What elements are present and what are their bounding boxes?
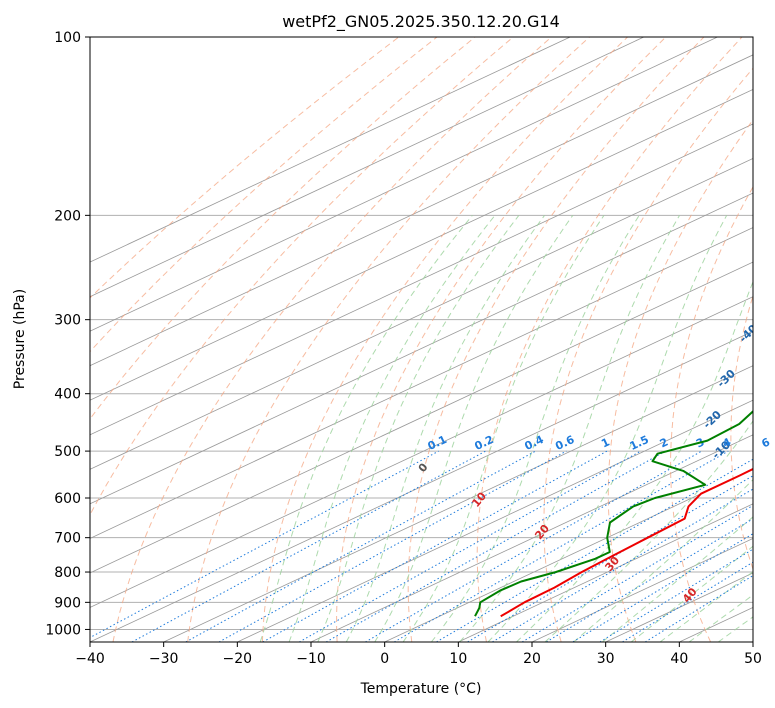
y-tick-label: 200 <box>54 208 81 224</box>
dry-adiabat-line <box>407 37 705 642</box>
y-tick-label: 800 <box>54 565 81 581</box>
isotherm-line <box>531 537 753 642</box>
moist-adiabat-line <box>374 215 574 642</box>
isotherm-line <box>90 37 718 332</box>
mixing-ratio-label: 6 <box>760 435 773 450</box>
moist-adiabat-line <box>573 478 753 642</box>
isotherm-line <box>752 641 753 642</box>
x-axis-ticks: −40 −30 −20 −10 0 10 20 30 40 50 <box>75 642 762 667</box>
background-lines <box>90 37 753 642</box>
dry-adiabat-line <box>187 37 590 642</box>
chart-title: wetPf2_GN05.2025.350.12.20.G14 <box>282 12 560 32</box>
profiles <box>474 409 753 618</box>
mixing-ratio-line <box>492 488 753 642</box>
moist-adiabat-line <box>459 215 681 642</box>
mixing-ratio-line <box>521 504 753 642</box>
isotherm-line <box>90 158 753 470</box>
mixing-ratio-line <box>599 548 753 642</box>
dry-adiabat-line <box>112 37 552 642</box>
isotherm-line <box>90 37 644 298</box>
mixing-ratio-line <box>393 450 729 642</box>
mixing-ratio-line <box>218 450 567 642</box>
isotherm-line <box>90 123 753 436</box>
y-tick-label: 1000 <box>45 622 81 638</box>
moist-adiabat-line <box>317 214 520 642</box>
isotherm-line <box>90 54 753 367</box>
isotherm-label: -50 <box>758 277 775 300</box>
moist-adiabat-line <box>402 215 605 642</box>
isotherm-line <box>237 399 753 642</box>
moist-adiabat-line <box>288 214 496 642</box>
mixing-ratio-line <box>185 450 536 642</box>
dry-adiabat-line <box>543 67 753 642</box>
y-axis-ticks: 100 200 300 400 500 600 700 800 900 1000 <box>45 30 90 638</box>
isotherm-line <box>310 434 753 642</box>
moist-adiabat-line <box>431 215 640 642</box>
mixing-ratio-line <box>325 450 666 642</box>
moist-adiabat-line <box>544 420 753 642</box>
x-tick-label: 20 <box>523 651 541 667</box>
mixing-ratio-line <box>436 458 753 642</box>
y-tick-label: 100 <box>54 30 81 46</box>
x-tick-label: 50 <box>744 651 762 667</box>
y-tick-label: 700 <box>54 531 81 547</box>
moist-adiabat-line <box>345 215 546 642</box>
isotherm-line <box>90 227 753 539</box>
isotherm-line <box>384 468 753 642</box>
isotherm-line <box>163 365 753 642</box>
y-tick-label: 400 <box>54 387 81 403</box>
plot-frame <box>89 36 754 643</box>
moist-adiabat-line <box>259 214 473 642</box>
y-axis-label: Pressure (hPa) <box>12 289 28 389</box>
isotherm-line <box>90 261 753 574</box>
dry-adiabat-line <box>261 37 628 642</box>
temperature-profile <box>500 467 753 618</box>
mixing-ratio-line <box>572 533 753 642</box>
y-tick-label: 900 <box>54 595 81 611</box>
y-tick-label: 500 <box>54 444 81 460</box>
dry-adiabat-line <box>90 37 438 353</box>
x-tick-label: 10 <box>449 651 467 667</box>
plot-background <box>90 37 753 642</box>
x-axis-label: Temperature (°C) <box>360 681 482 697</box>
x-tick-label: −10 <box>296 651 326 667</box>
isotherm-line <box>458 503 753 642</box>
y-tick-label: 300 <box>54 313 81 329</box>
mixing-ratio-line <box>546 518 753 642</box>
x-tick-label: −30 <box>149 651 179 667</box>
dry-adiabat-line <box>476 37 743 642</box>
y-tick-label: 600 <box>54 491 81 507</box>
dewpoint-profile <box>474 409 753 617</box>
isotherm-line <box>90 330 753 642</box>
mixing-ratio-line <box>90 450 439 639</box>
isotherm-line <box>90 192 753 505</box>
mixing-ratio-line <box>262 450 608 642</box>
mixing-ratio-line <box>467 475 753 642</box>
x-tick-label: −40 <box>75 651 105 667</box>
x-tick-label: −20 <box>223 651 253 667</box>
isotherm-line <box>90 37 571 263</box>
isotherm-line <box>90 296 753 608</box>
isotherm-line <box>90 88 753 401</box>
moist-adiabat-line <box>516 280 753 642</box>
x-tick-label: 40 <box>670 651 688 667</box>
dry-adiabat-line <box>670 185 753 642</box>
mixing-ratio-line <box>365 450 702 642</box>
x-tick-label: 0 <box>380 651 389 667</box>
moist-adiabat-line <box>487 215 728 642</box>
moist-adiabat-line <box>630 545 753 642</box>
moist-adiabat-line <box>659 571 753 642</box>
dry-adiabat-line <box>90 37 514 516</box>
moist-adiabat-line <box>688 594 753 642</box>
x-tick-label: 30 <box>597 651 615 667</box>
